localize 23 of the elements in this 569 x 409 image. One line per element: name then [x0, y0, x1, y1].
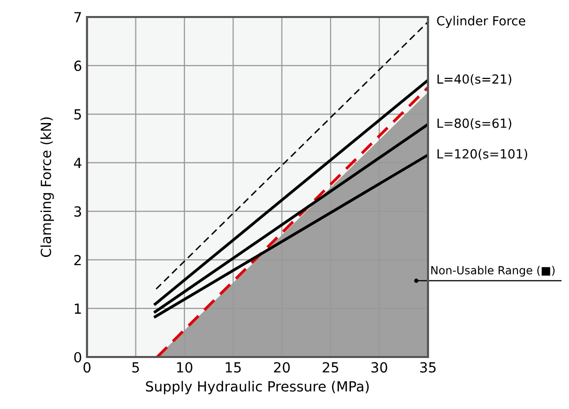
x-tick-label: 30 [372, 362, 388, 373]
series-label: L=120(s=101) [438, 148, 528, 160]
x-axis-title: Supply Hydraulic Pressure (MPa) [146, 380, 369, 394]
x-tick-label: 25 [322, 362, 338, 373]
y-tick-label: 0 [74, 352, 82, 362]
y-axis-title: Clamping Force (kN) [40, 117, 54, 257]
y-tick-label: 6 [74, 60, 82, 72]
y-tick-label: 7 [74, 12, 81, 22]
x-tick-label: 15 [226, 362, 241, 373]
series-label: L=40(s=21) [438, 74, 512, 86]
series-label: L=80(s=61) [438, 118, 512, 130]
y-tick-label: 3 [74, 206, 82, 217]
x-tick-label: 35 [420, 362, 436, 373]
x-tick-label: 20 [274, 362, 290, 373]
x-tick-label: 10 [177, 362, 192, 373]
series-label: Cylinder Force [437, 16, 526, 28]
y-tick-label: 2 [74, 254, 81, 266]
x-tick-label: 0 [83, 362, 90, 373]
x-tick-label: 5 [132, 362, 139, 373]
y-tick-label: 5 [74, 109, 81, 120]
annotation: Non-Usable Range (■) [431, 266, 555, 277]
y-tick-label: 4 [74, 158, 82, 168]
y-tick-label: 1 [74, 304, 81, 314]
